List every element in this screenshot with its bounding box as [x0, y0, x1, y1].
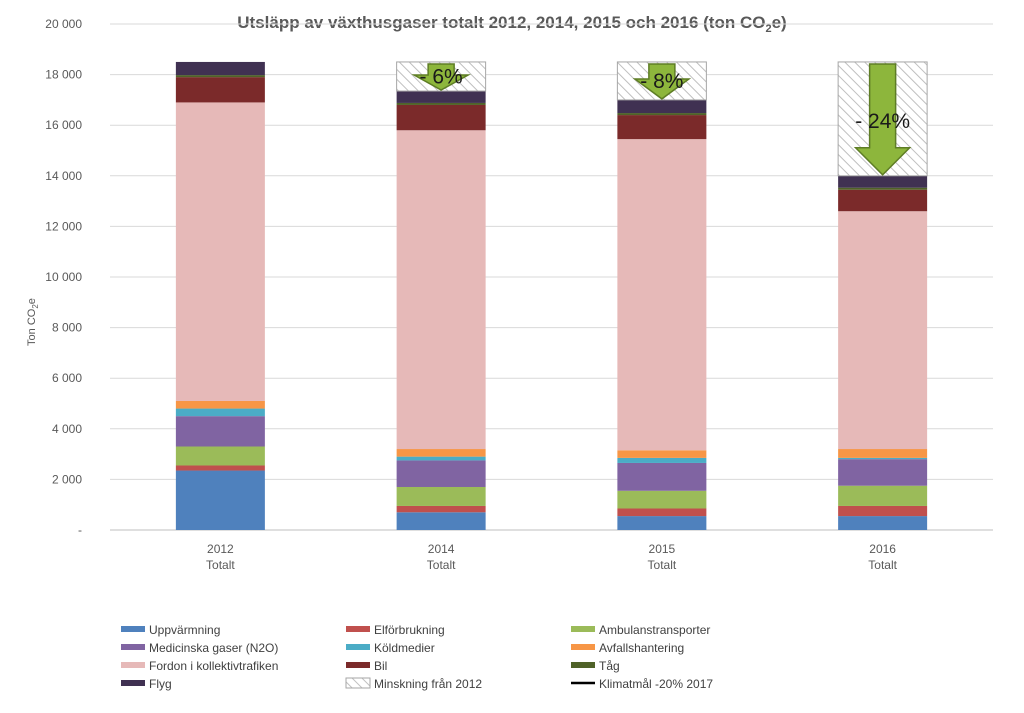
reduction-arrow: [632, 63, 692, 100]
legend-label: Köldmedier: [374, 641, 435, 655]
y-tick-label: 2 000: [52, 472, 82, 486]
legend-swatch: [571, 626, 595, 632]
bar-segment: [175, 77, 265, 103]
bar-segment: [617, 457, 707, 463]
bar-segment: [175, 470, 265, 530]
bar-segment: [838, 516, 928, 530]
x-tick-label-sub: Totalt: [868, 558, 897, 572]
bar-segment: [175, 61, 265, 76]
bar-segment: [396, 91, 486, 103]
bar-segment: [175, 446, 265, 466]
reduction-label: - 6%: [420, 65, 463, 88]
x-tick-label: 2014: [428, 542, 455, 556]
bar-segment: [617, 115, 707, 140]
legend-label: Avfallshantering: [599, 641, 684, 655]
y-tick-label: 20 000: [45, 17, 82, 31]
reduction-label: - 24%: [855, 110, 910, 133]
bar-segment: [838, 449, 928, 458]
legend-swatch: [345, 677, 371, 689]
bar-segment: [396, 456, 486, 461]
reduction-arrow: [853, 63, 912, 176]
legend-label: Medicinska gaser (N2O): [149, 641, 278, 655]
x-tick-label: 2015: [649, 542, 676, 556]
bar-segment: [617, 113, 707, 116]
reduction-arrow: [411, 63, 472, 91]
y-tick-label: 14 000: [45, 169, 82, 183]
bar-segment: [838, 485, 928, 506]
legend-label: Bil: [374, 659, 387, 673]
legend: Uppvärmning Elförbrukning Ambulanstranspor…: [121, 623, 713, 691]
bar-segment: [617, 450, 707, 458]
y-tick-label: 4 000: [52, 422, 82, 436]
bar-segment: [396, 486, 486, 506]
bar-segment: [175, 102, 265, 401]
bar-segment: [617, 462, 707, 491]
bar-segment: [396, 130, 486, 450]
y-axis-label: Ton CO2e: [26, 298, 40, 346]
legend-swatch: [121, 680, 145, 686]
legend-label: Klimatmål -20% 2017: [599, 677, 713, 691]
x-tick-label-sub: Totalt: [427, 558, 456, 572]
bar-segment: [175, 400, 265, 409]
y-axis: - 2 000 4 000 6 000 8 000 10 000 12 000 14 000 1…: [45, 17, 82, 537]
legend-swatch: [121, 626, 145, 632]
reduction-label: - 8%: [640, 70, 683, 93]
y-tick-label: -: [78, 523, 82, 537]
bar-segment: [838, 211, 928, 450]
legend-swatch: [346, 662, 370, 668]
y-tick-label: 12 000: [45, 219, 82, 233]
bar-segment: [838, 457, 928, 460]
bar-segment: [838, 175, 928, 188]
bar-segment: [617, 490, 707, 509]
bar-segment: [838, 189, 928, 212]
chart-title: Utsläpp av växthusgaser totalt 2012, 201…: [237, 13, 786, 35]
legend-swatch: [346, 626, 370, 632]
legend-swatch: [571, 662, 595, 668]
bar-segment: [838, 187, 928, 190]
legend-label: Minskning från 2012: [374, 677, 482, 691]
x-axis: 2012 Totalt 2014 Totalt 2015 Totalt 2016 Totalt: [206, 542, 898, 572]
legend-label: Tåg: [599, 659, 620, 673]
y-tick-label: 18 000: [45, 68, 82, 82]
legend-label: Ambulanstransporter: [599, 623, 710, 637]
bar-segment: [396, 505, 486, 513]
legend-label: Uppvärmning: [149, 623, 220, 637]
bar-segment: [396, 449, 486, 457]
legend-swatch: [121, 662, 145, 668]
legend-label: Elförbrukning: [374, 623, 445, 637]
y-tick-label: 6 000: [52, 371, 82, 385]
bar-segment: [617, 508, 707, 517]
legend-label: Flyg: [149, 677, 172, 691]
bar-segment: [617, 139, 707, 451]
bar-segment: [396, 512, 486, 530]
bar-segment: [175, 408, 265, 417]
bar-segment: [175, 465, 265, 471]
bar-segment: [617, 516, 707, 530]
bar-segment: [396, 104, 486, 131]
x-tick-label: 2016: [869, 542, 896, 556]
x-tick-label-sub: Totalt: [206, 558, 235, 572]
bar-segment: [175, 416, 265, 447]
bar-segment: [838, 505, 928, 517]
y-tick-label: 10 000: [45, 270, 82, 284]
legend-swatch: [121, 644, 145, 650]
bar-segment: [396, 102, 486, 105]
x-tick-label-sub: Totalt: [648, 558, 677, 572]
bar-segment: [396, 460, 486, 487]
bar-segment: [617, 99, 707, 114]
legend-label: Fordon i kollektivtrafiken: [149, 659, 278, 673]
y-tick-label: 16 000: [45, 118, 82, 132]
bar-segment: [838, 459, 928, 486]
x-tick-label: 2012: [207, 542, 234, 556]
legend-swatch: [346, 644, 370, 650]
bars: - 6% - 8% - 24%: [175, 61, 928, 530]
y-tick-label: 8 000: [52, 321, 82, 335]
legend-swatch: [571, 644, 595, 650]
bar-segment: [175, 75, 265, 78]
